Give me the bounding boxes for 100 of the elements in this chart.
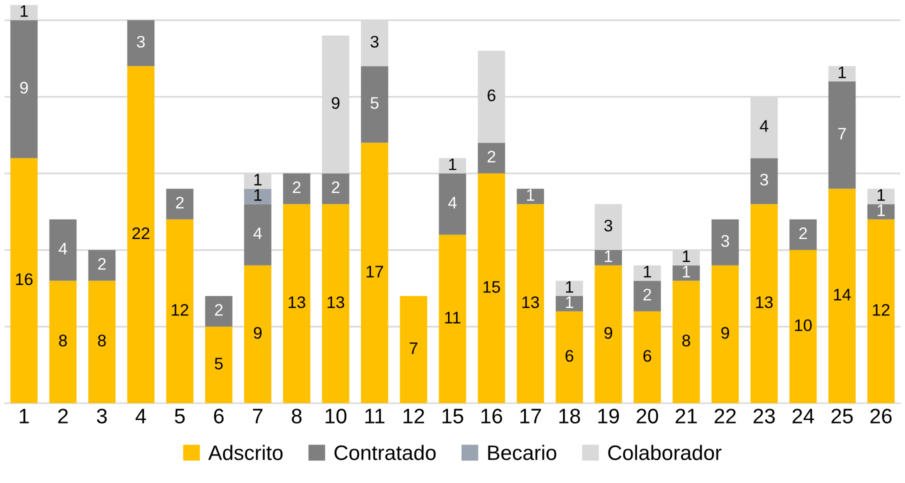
bar [672, 280, 700, 404]
bar [88, 280, 116, 404]
bar [127, 20, 154, 66]
bar [672, 265, 700, 281]
data-label: 1 [449, 158, 456, 170]
data-label: 13 [522, 296, 539, 308]
data-label: 11 [445, 312, 460, 324]
x-tick-label: 19 [598, 408, 619, 424]
bar [49, 219, 77, 281]
data-label: 5 [214, 358, 223, 370]
x-tick-label: 22 [714, 408, 736, 424]
data-label: 1 [566, 281, 574, 293]
bar [88, 250, 116, 281]
x-tick-label: 2 [58, 408, 68, 424]
bar [322, 173, 350, 204]
bar [556, 280, 583, 296]
bar [634, 311, 661, 404]
x-tick-label: 4 [136, 408, 146, 424]
data-label: 1 [682, 266, 690, 278]
data-label: 1 [878, 204, 885, 216]
data-label: 22 [132, 227, 150, 240]
bar [594, 265, 622, 404]
legend-label: Becario [488, 444, 556, 460]
x-tick-label: 7 [253, 408, 262, 424]
bar [516, 204, 544, 404]
data-label: 4 [760, 120, 768, 132]
data-label: 6 [643, 350, 652, 362]
x-tick-label: 17 [520, 408, 541, 424]
data-label: 3 [136, 36, 145, 48]
data-label: 1 [254, 189, 262, 201]
x-tick-label: 3 [96, 408, 107, 424]
bar [789, 250, 817, 404]
bar [244, 188, 272, 204]
bar [438, 234, 466, 404]
bar [244, 265, 272, 404]
data-label: 13 [288, 296, 306, 308]
bar [360, 66, 388, 143]
data-label: 2 [488, 150, 496, 162]
data-label: 1 [878, 189, 885, 201]
data-label: 9 [20, 82, 28, 94]
data-label: 1 [527, 189, 534, 201]
data-label: 13 [756, 296, 773, 308]
x-tick-label: 16 [481, 408, 502, 424]
bar [322, 204, 350, 404]
bar [283, 204, 310, 404]
data-label: 3 [370, 36, 378, 48]
x-tick-label: 12 [404, 408, 424, 424]
data-label: 4 [253, 228, 262, 240]
bar [789, 219, 817, 250]
bar [244, 204, 272, 266]
data-label: 14 [834, 288, 851, 300]
data-label: 5 [370, 97, 379, 109]
data-label: 2 [799, 227, 807, 240]
bar [594, 250, 622, 266]
x-tick-label: 23 [754, 408, 775, 424]
bar [867, 204, 895, 220]
bar [712, 219, 739, 266]
bar [400, 296, 428, 404]
data-label: 7 [838, 128, 846, 140]
bar [166, 219, 194, 404]
bar [10, 20, 38, 158]
x-tick-label: 6 [214, 408, 224, 424]
data-label: 3 [604, 220, 612, 232]
bar [205, 296, 232, 327]
data-label: 1 [20, 5, 28, 17]
bar [750, 158, 778, 204]
x-tick-label: 15 [442, 408, 464, 424]
bar [750, 204, 778, 404]
bar [516, 188, 544, 204]
bar [634, 280, 661, 312]
x-tick-label: 5 [174, 408, 185, 424]
data-label: 1 [566, 296, 574, 308]
data-label: 2 [98, 258, 106, 270]
bar [828, 81, 856, 189]
x-tick-label: 8 [292, 408, 302, 424]
x-tick-label: 21 [676, 408, 697, 424]
data-label: 13 [328, 296, 344, 308]
data-label: 2 [643, 288, 652, 300]
bar [712, 265, 739, 404]
bar [127, 66, 154, 404]
bar [438, 173, 466, 235]
data-label: 12 [873, 304, 890, 316]
bar [828, 188, 856, 404]
x-tick-label: 24 [792, 408, 814, 424]
bar [360, 142, 388, 404]
legend-label: Contratado [334, 444, 436, 460]
bar [205, 326, 232, 404]
bar [10, 158, 38, 404]
data-label: 9 [604, 327, 612, 339]
data-label: 8 [98, 334, 106, 346]
data-label: 12 [172, 304, 188, 316]
data-label: 9 [721, 327, 730, 339]
legend-label: Adscrito [208, 444, 283, 460]
bar [49, 280, 77, 404]
bar [478, 173, 506, 404]
x-tick-label: 11 [365, 408, 384, 424]
bar [166, 188, 194, 220]
bar [867, 219, 895, 404]
x-tick-label: 18 [559, 408, 580, 424]
x-tick-label: 20 [636, 408, 658, 424]
